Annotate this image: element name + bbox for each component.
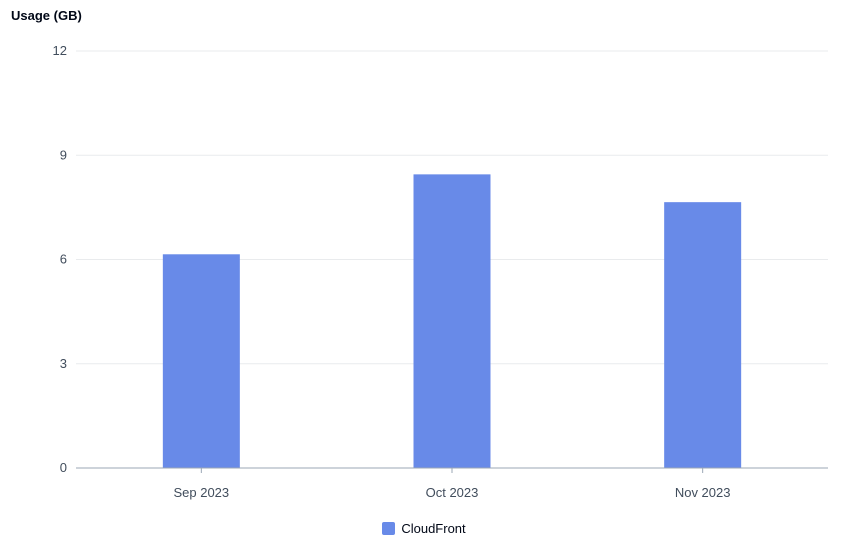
y-axis-ticks: 0 3 6 9 12 [53, 43, 67, 475]
x-tick-label: Sep 2023 [173, 485, 229, 500]
bar-sep-2023[interactable] [162, 254, 240, 468]
y-tick-label: 6 [60, 252, 67, 267]
legend-label-cloudfront[interactable]: CloudFront [401, 521, 466, 536]
x-tick-label: Oct 2023 [426, 485, 479, 500]
x-tick-label: Nov 2023 [675, 485, 731, 500]
bars [162, 174, 742, 469]
legend[interactable]: CloudFront [0, 521, 848, 536]
y-axis-label: Usage (GB) [11, 8, 82, 23]
legend-swatch-cloudfront [382, 522, 396, 535]
x-axis-ticks: Sep 2023 Oct 2023 Nov 2023 [173, 468, 730, 500]
y-tick-label: 12 [53, 43, 67, 58]
y-tick-label: 9 [60, 147, 67, 162]
bar-oct-2023[interactable] [413, 174, 491, 469]
bar-chart: Usage (GB) 0 3 6 9 12 Sep 2023 Oct 2023 Nov 20… [11, 8, 828, 500]
y-tick-label: 0 [60, 460, 67, 475]
y-tick-label: 3 [60, 356, 67, 371]
bar-nov-2023[interactable] [664, 202, 742, 468]
